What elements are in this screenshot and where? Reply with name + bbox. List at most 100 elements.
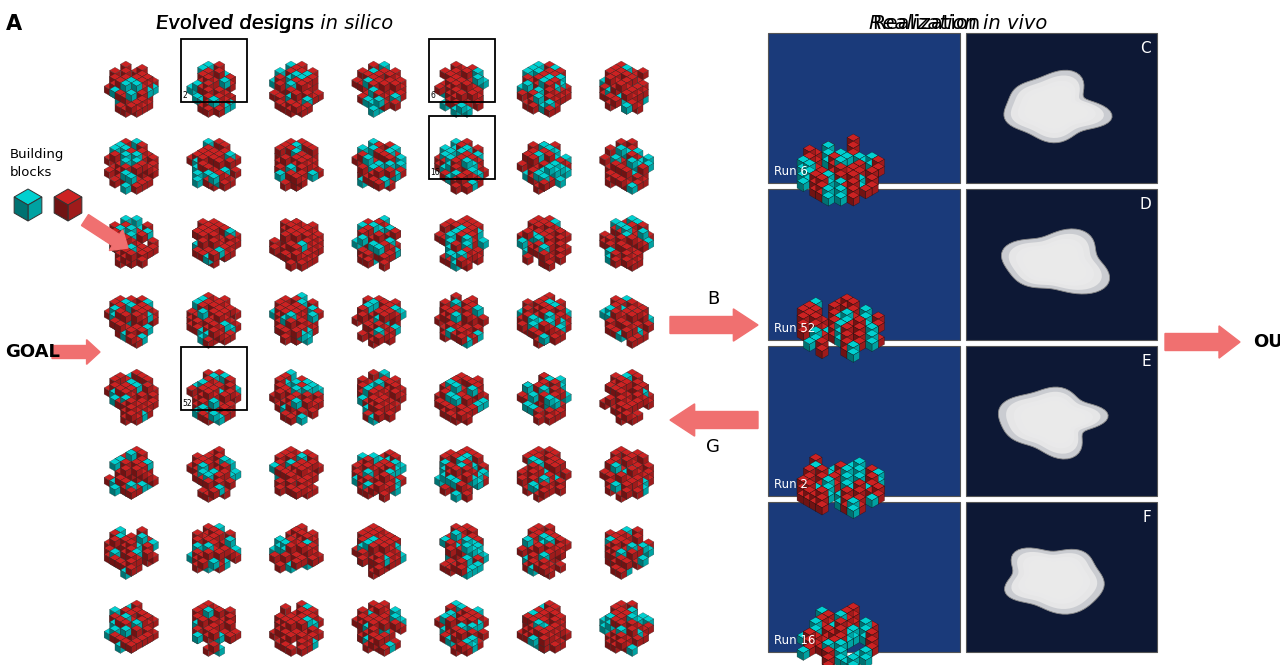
Polygon shape (841, 468, 847, 479)
Polygon shape (302, 533, 312, 539)
Polygon shape (230, 551, 241, 557)
Polygon shape (192, 404, 197, 413)
Polygon shape (297, 481, 302, 490)
Polygon shape (312, 610, 319, 619)
Polygon shape (302, 256, 307, 265)
Polygon shape (627, 102, 632, 111)
Polygon shape (445, 634, 456, 641)
Polygon shape (456, 76, 467, 83)
Polygon shape (230, 481, 236, 490)
Polygon shape (517, 548, 522, 557)
Polygon shape (280, 641, 285, 650)
Polygon shape (627, 305, 632, 314)
Polygon shape (616, 96, 621, 105)
Polygon shape (192, 557, 197, 567)
Polygon shape (451, 305, 462, 311)
Polygon shape (544, 625, 549, 634)
Polygon shape (539, 308, 549, 314)
Polygon shape (302, 468, 307, 477)
Polygon shape (472, 400, 484, 407)
Polygon shape (137, 625, 142, 634)
Polygon shape (104, 477, 110, 487)
Polygon shape (835, 628, 841, 639)
Polygon shape (269, 555, 275, 564)
Polygon shape (225, 166, 230, 176)
Polygon shape (297, 151, 302, 160)
Polygon shape (219, 321, 225, 330)
Polygon shape (132, 102, 137, 111)
Polygon shape (544, 625, 556, 632)
Polygon shape (291, 407, 297, 416)
Polygon shape (390, 465, 396, 474)
Polygon shape (125, 465, 132, 474)
Polygon shape (192, 231, 197, 240)
Polygon shape (384, 410, 396, 416)
Polygon shape (147, 557, 154, 567)
Polygon shape (627, 610, 632, 619)
Polygon shape (561, 249, 566, 259)
Polygon shape (462, 157, 467, 166)
Polygon shape (132, 628, 137, 638)
Polygon shape (379, 144, 390, 151)
Polygon shape (527, 151, 534, 160)
Polygon shape (599, 83, 611, 89)
Polygon shape (616, 308, 621, 317)
Polygon shape (209, 474, 219, 481)
Polygon shape (214, 548, 225, 555)
Polygon shape (467, 526, 472, 535)
Polygon shape (110, 616, 115, 625)
Polygon shape (637, 311, 643, 321)
Polygon shape (544, 388, 549, 397)
Polygon shape (132, 89, 137, 98)
Polygon shape (815, 504, 822, 515)
Polygon shape (291, 333, 302, 339)
Polygon shape (627, 80, 632, 89)
Polygon shape (125, 410, 137, 416)
Polygon shape (369, 483, 374, 493)
Polygon shape (396, 321, 401, 330)
Polygon shape (637, 305, 649, 311)
Polygon shape (451, 92, 462, 98)
Polygon shape (451, 151, 456, 160)
Polygon shape (456, 108, 462, 118)
Polygon shape (369, 330, 379, 336)
Polygon shape (204, 548, 209, 557)
Polygon shape (472, 80, 477, 89)
Polygon shape (544, 256, 549, 265)
Polygon shape (120, 548, 132, 555)
Polygon shape (209, 545, 214, 555)
Polygon shape (297, 80, 302, 89)
Polygon shape (544, 388, 549, 397)
Polygon shape (362, 323, 369, 333)
Polygon shape (456, 533, 462, 542)
Polygon shape (137, 247, 142, 256)
Polygon shape (110, 321, 115, 330)
Polygon shape (379, 221, 384, 231)
Polygon shape (374, 108, 379, 118)
Polygon shape (556, 333, 561, 342)
Polygon shape (809, 319, 815, 330)
Polygon shape (472, 176, 477, 185)
Polygon shape (544, 231, 549, 240)
Polygon shape (204, 413, 214, 419)
Polygon shape (445, 314, 451, 323)
Polygon shape (291, 314, 297, 323)
Polygon shape (854, 471, 865, 479)
Polygon shape (374, 410, 379, 419)
Polygon shape (275, 317, 285, 323)
Polygon shape (110, 378, 115, 388)
Polygon shape (125, 483, 132, 493)
Polygon shape (125, 570, 132, 580)
Polygon shape (847, 617, 859, 624)
Polygon shape (611, 542, 616, 551)
Polygon shape (285, 105, 297, 111)
Polygon shape (797, 479, 804, 489)
Polygon shape (544, 96, 549, 105)
Polygon shape (197, 625, 204, 634)
Polygon shape (835, 489, 847, 497)
Polygon shape (275, 632, 280, 641)
Polygon shape (534, 301, 539, 311)
Polygon shape (369, 400, 374, 410)
Polygon shape (539, 76, 549, 83)
Polygon shape (616, 638, 621, 647)
